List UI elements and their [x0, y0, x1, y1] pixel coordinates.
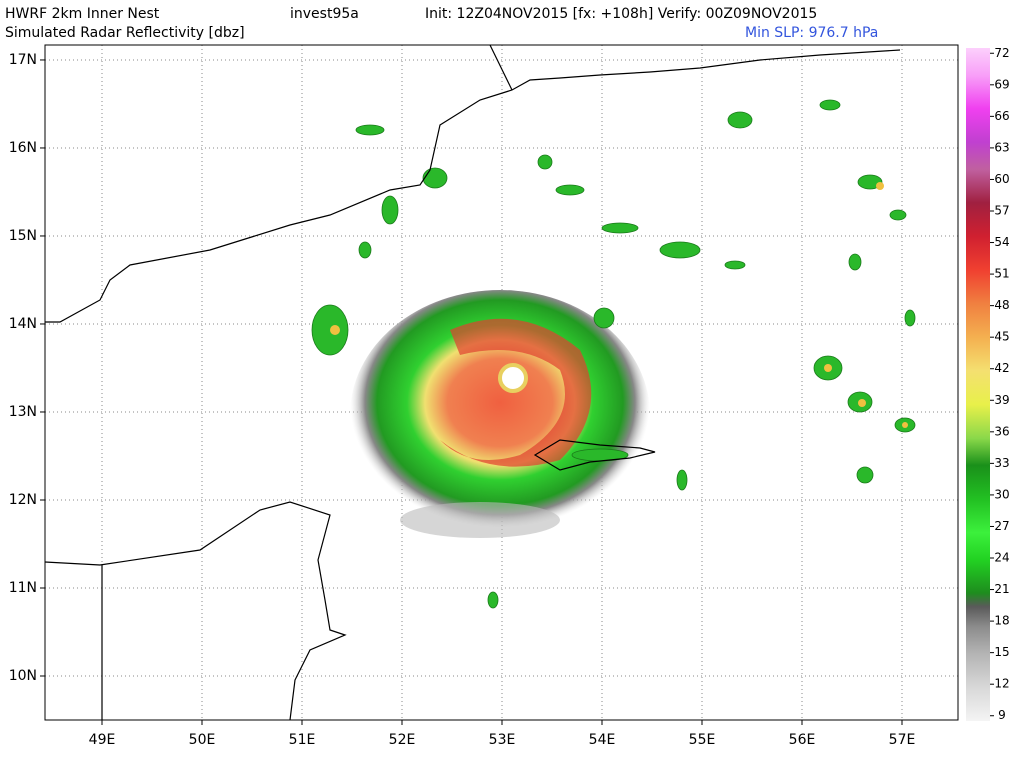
colorbar-label: 60 [994, 172, 1009, 186]
x-tick-label: 50E [189, 732, 216, 748]
x-tick-label: 56E [789, 732, 816, 748]
colorbar-label: 48 [994, 298, 1009, 312]
x-tick-label: 54E [589, 732, 616, 748]
rainband [440, 318, 592, 467]
model-title: HWRF 2km Inner Nest [5, 6, 160, 22]
colorbar-label: 24 [994, 551, 1009, 565]
y-tick-label: 11N [9, 580, 37, 596]
outer-band [400, 502, 560, 538]
colorbar-label: 15 [994, 645, 1009, 659]
colorbar [966, 48, 990, 721]
y-tick-label: 13N [9, 404, 37, 420]
min-slp: Min SLP: 976.7 hPa [745, 25, 878, 41]
colorbar-label: 9 [998, 708, 1006, 722]
eye [498, 363, 528, 393]
times: Init: 12Z04NOV2015 [fx: +108h] Verify: 0… [425, 6, 817, 22]
y-tick-label: 17N [9, 52, 37, 68]
colorbar-label: 36 [994, 424, 1009, 438]
y-tick-label: 10N [9, 668, 37, 684]
colorbar-label: 72 [994, 46, 1009, 60]
storm-name: invest95a [290, 6, 359, 22]
y-tick-label: 12N [9, 492, 37, 508]
x-tick-label: 52E [389, 732, 416, 748]
colorbar-label: 45 [994, 330, 1009, 344]
colorbar-label: 12 [994, 677, 1009, 691]
colorbar-label: 30 [994, 487, 1009, 501]
colorbar-label: 18 [994, 614, 1009, 628]
colorbar-label: 42 [994, 361, 1009, 375]
colorbar-label: 54 [994, 235, 1009, 249]
colorbar-label: 39 [994, 393, 1009, 407]
radar [311, 99, 916, 609]
colorbar-label: 33 [994, 456, 1009, 470]
x-tick-label: 53E [489, 732, 516, 748]
colorbar-label: 21 [994, 582, 1009, 596]
x-tick-label: 49E [89, 732, 116, 748]
x-tick-label: 51E [289, 732, 316, 748]
colorbar-label: 69 [994, 77, 1009, 91]
colorbar-label: 27 [994, 519, 1009, 533]
field-title: Simulated Radar Reflectivity [dbz] [5, 25, 245, 41]
colorbar-label: 66 [994, 109, 1009, 123]
colorbar-label: 63 [994, 140, 1009, 154]
x-tick-label: 57E [889, 732, 916, 748]
x-tick-label: 55E [689, 732, 716, 748]
y-tick-label: 15N [9, 228, 37, 244]
y-tick-label: 14N [9, 316, 37, 332]
colorbar-label: 51 [994, 267, 1009, 281]
coastlines [44, 44, 901, 721]
y-tick-label: 16N [9, 140, 37, 156]
colorbar-label: 57 [994, 203, 1009, 217]
